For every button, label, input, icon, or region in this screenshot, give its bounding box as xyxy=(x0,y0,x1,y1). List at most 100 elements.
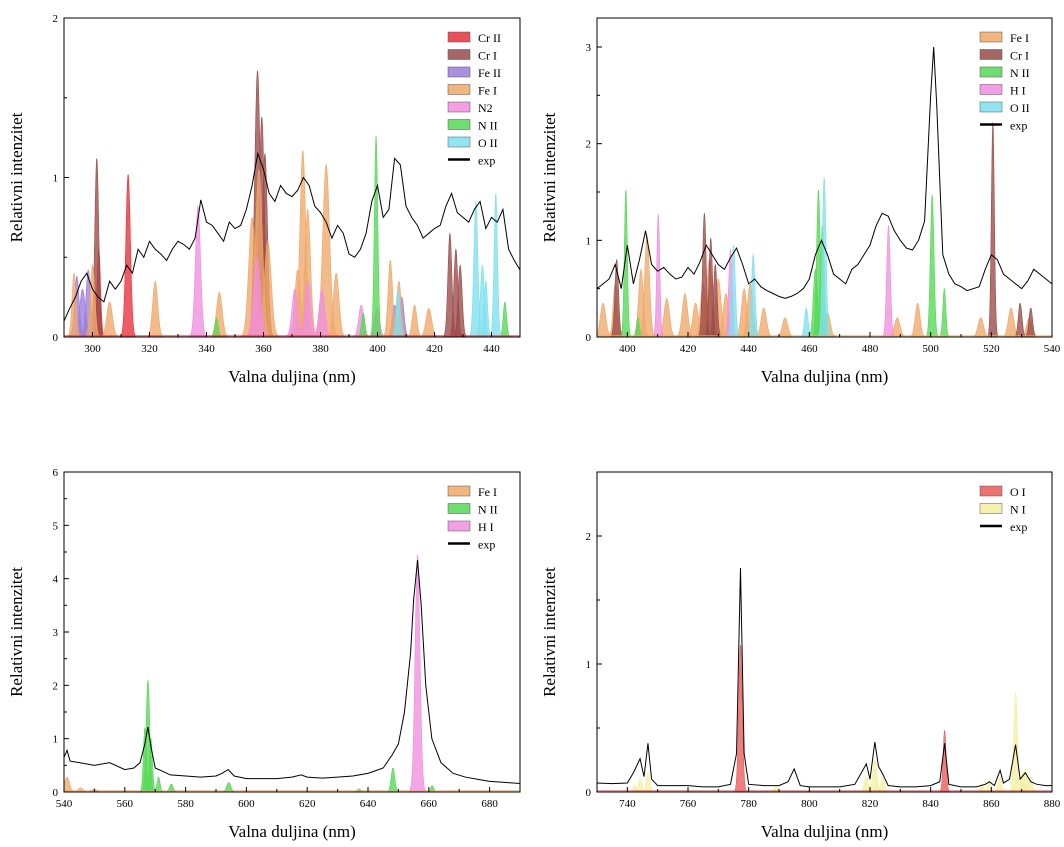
x-tick-label: 300 xyxy=(84,343,101,355)
series-n-ii xyxy=(138,679,439,792)
legend: Fe I Cr I N II H I O II exp xyxy=(979,31,1030,133)
legend-label: Fe II xyxy=(478,66,501,80)
y-tick-label: 1 xyxy=(586,659,592,671)
plot-frame xyxy=(63,471,521,793)
peak xyxy=(732,644,749,792)
x-tick-label: 640 xyxy=(360,798,377,810)
panel-4: 740 760 780 800 820 840 860 880 0 1 2 Valna duljina… xyxy=(540,471,1061,841)
peak xyxy=(368,135,384,337)
y-tick-label: 0 xyxy=(53,332,59,344)
legend-swatch xyxy=(447,31,471,43)
x-tick-label: 560 xyxy=(117,798,134,810)
series-exp-line xyxy=(64,559,520,784)
x-tick-label: 840 xyxy=(922,798,939,810)
legend-label: exp xyxy=(1010,119,1027,133)
legend-label: O II xyxy=(1010,101,1030,115)
plot-frame xyxy=(596,471,1053,793)
legend-label: exp xyxy=(1010,520,1027,534)
y-tick-label: 0 xyxy=(586,787,592,799)
y-tick-label: 6 xyxy=(53,467,59,479)
legend-swatch xyxy=(447,136,471,148)
x-tick-label: 420 xyxy=(426,343,443,355)
x-tick-label: 620 xyxy=(299,798,316,810)
series-o-i xyxy=(732,644,951,792)
peak xyxy=(924,194,940,337)
legend-label: Cr I xyxy=(478,49,497,63)
y-tick-label: 2 xyxy=(53,13,59,25)
legend-label: N II xyxy=(1010,66,1030,80)
y-tick-label: 0 xyxy=(586,332,592,344)
x-tick-label: 480 xyxy=(862,343,879,355)
x-tick-label: 440 xyxy=(483,343,500,355)
x-tick-label: 800 xyxy=(801,798,818,810)
legend-label: Fe I xyxy=(478,485,497,499)
legend-swatch xyxy=(447,84,471,95)
peak xyxy=(385,767,401,792)
x-tick-label: 760 xyxy=(680,798,697,810)
plot-area xyxy=(597,567,1052,792)
y-axis: 0 1 2 xyxy=(586,531,602,799)
x-axis: 540 560 580 600 620 640 660 680 xyxy=(56,787,521,810)
x-tick-label: 380 xyxy=(312,343,329,355)
legend: O I N I exp xyxy=(979,485,1027,534)
peak xyxy=(187,205,209,337)
legend-swatch xyxy=(447,520,471,532)
x-tick-label: 580 xyxy=(177,798,194,810)
peak xyxy=(651,214,665,337)
series-exp-line xyxy=(597,567,1052,788)
legend-swatch xyxy=(447,101,471,113)
peak xyxy=(417,307,441,337)
legend-swatch xyxy=(979,66,1003,78)
x-tick-label: 460 xyxy=(801,343,818,355)
plot-area xyxy=(64,70,520,337)
legend-swatch xyxy=(979,84,1003,95)
peak xyxy=(407,554,428,792)
peak xyxy=(773,317,797,337)
x-tick-label: 680 xyxy=(481,798,498,810)
panel-1: 300 320 340 360 380 400 420 440 0 1 2 Valna duljina… xyxy=(7,13,521,386)
series-n-i xyxy=(627,692,1039,792)
peak xyxy=(880,225,897,337)
x-tick-label: 540 xyxy=(1044,343,1061,355)
y-axis-title: Relativni intenzitet xyxy=(540,112,559,242)
legend-swatch xyxy=(979,49,1003,60)
series-cr-i xyxy=(88,70,469,337)
x-axis-title: Valna duljina (nm) xyxy=(228,822,355,841)
x-tick-label: 740 xyxy=(619,798,636,810)
x-axis: 740 760 780 800 820 840 860 880 xyxy=(596,787,1061,810)
legend-swatch xyxy=(979,503,1003,514)
x-tick-label: 400 xyxy=(369,343,386,355)
legend-label: exp xyxy=(478,538,495,552)
y-tick-label: 1 xyxy=(53,734,59,746)
series-exp-line xyxy=(64,151,520,322)
x-tick-label: 600 xyxy=(238,798,255,810)
legend-label: Cr I xyxy=(1010,49,1029,63)
legend-label: O I xyxy=(1010,485,1026,499)
legend-swatch xyxy=(447,503,471,514)
x-tick-label: 860 xyxy=(983,798,1000,810)
legend-label: N II xyxy=(478,503,498,517)
y-tick-label: 2 xyxy=(586,531,592,543)
peak xyxy=(907,302,928,337)
legend-swatch xyxy=(447,49,471,60)
peak xyxy=(986,122,1000,337)
legend-swatch xyxy=(979,485,1003,497)
peak xyxy=(1008,692,1024,792)
x-tick-label: 440 xyxy=(740,343,757,355)
legend: Fe I N II H I exp xyxy=(447,485,498,552)
y-tick-label: 1 xyxy=(53,173,59,185)
legend-swatch xyxy=(447,66,471,78)
peak xyxy=(64,776,78,792)
legend-swatch xyxy=(979,31,1003,43)
y-tick-label: 2 xyxy=(53,680,59,692)
y-axis-title: Relativni intenzitet xyxy=(7,567,26,697)
peak xyxy=(405,304,424,337)
x-axis-title: Valna duljina (nm) xyxy=(228,367,355,386)
x-tick-label: 820 xyxy=(862,798,879,810)
x-tick-label: 340 xyxy=(198,343,215,355)
peak xyxy=(118,174,138,337)
legend: Cr II Cr I Fe II Fe I N2 N II O II exp xyxy=(447,31,501,168)
legend-label: H I xyxy=(1010,84,1026,98)
x-tick-label: 320 xyxy=(141,343,158,355)
